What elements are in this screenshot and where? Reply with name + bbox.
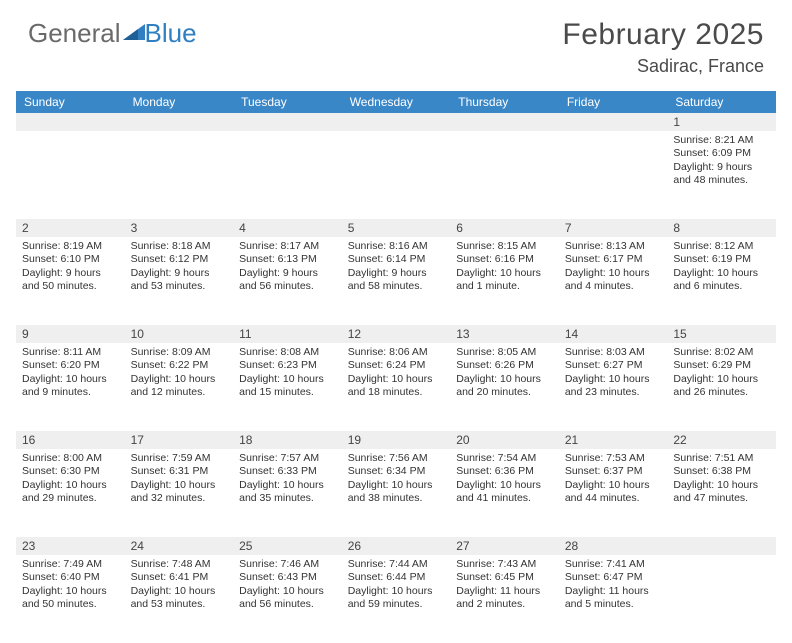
brand-part2: Blue xyxy=(145,18,197,49)
day-header: Monday xyxy=(125,91,234,113)
day-number: 27 xyxy=(450,537,559,555)
day-number: 22 xyxy=(667,431,776,449)
week-row: Sunrise: 8:21 AMSunset: 6:09 PMDaylight:… xyxy=(16,131,776,219)
day-cell: Sunrise: 7:56 AMSunset: 6:34 PMDaylight:… xyxy=(342,449,451,537)
location-label: Sadirac, France xyxy=(562,56,764,77)
daynum-row: 2345678 xyxy=(16,219,776,237)
day-number: 3 xyxy=(125,219,234,237)
day-header: Wednesday xyxy=(342,91,451,113)
day-number: 20 xyxy=(450,431,559,449)
day-cell: Sunrise: 8:17 AMSunset: 6:13 PMDaylight:… xyxy=(233,237,342,325)
day-number xyxy=(233,113,342,131)
day-cell: Sunrise: 7:59 AMSunset: 6:31 PMDaylight:… xyxy=(125,449,234,537)
day-cell xyxy=(559,131,668,219)
week-row: Sunrise: 7:49 AMSunset: 6:40 PMDaylight:… xyxy=(16,555,776,643)
day-cell: Sunrise: 8:12 AMSunset: 6:19 PMDaylight:… xyxy=(667,237,776,325)
day-number: 2 xyxy=(16,219,125,237)
day-number: 28 xyxy=(559,537,668,555)
day-number: 14 xyxy=(559,325,668,343)
day-number: 6 xyxy=(450,219,559,237)
day-header: Saturday xyxy=(667,91,776,113)
brand-logo: General Blue xyxy=(28,18,197,49)
day-number xyxy=(342,113,451,131)
day-cell: Sunrise: 7:57 AMSunset: 6:33 PMDaylight:… xyxy=(233,449,342,537)
day-cell: Sunrise: 7:43 AMSunset: 6:45 PMDaylight:… xyxy=(450,555,559,643)
day-cell: Sunrise: 7:41 AMSunset: 6:47 PMDaylight:… xyxy=(559,555,668,643)
day-cell: Sunrise: 7:48 AMSunset: 6:41 PMDaylight:… xyxy=(125,555,234,643)
day-cell: Sunrise: 7:51 AMSunset: 6:38 PMDaylight:… xyxy=(667,449,776,537)
triangle-icon xyxy=(123,18,145,49)
day-cell: Sunrise: 8:11 AMSunset: 6:20 PMDaylight:… xyxy=(16,343,125,431)
day-cell xyxy=(667,555,776,643)
day-number: 26 xyxy=(342,537,451,555)
day-number: 1 xyxy=(667,113,776,131)
day-cell: Sunrise: 7:46 AMSunset: 6:43 PMDaylight:… xyxy=(233,555,342,643)
day-cell xyxy=(233,131,342,219)
day-cell: Sunrise: 8:18 AMSunset: 6:12 PMDaylight:… xyxy=(125,237,234,325)
day-cell: Sunrise: 8:03 AMSunset: 6:27 PMDaylight:… xyxy=(559,343,668,431)
day-number: 4 xyxy=(233,219,342,237)
day-number: 9 xyxy=(16,325,125,343)
day-cell: Sunrise: 8:16 AMSunset: 6:14 PMDaylight:… xyxy=(342,237,451,325)
day-cell: Sunrise: 8:13 AMSunset: 6:17 PMDaylight:… xyxy=(559,237,668,325)
day-number: 10 xyxy=(125,325,234,343)
day-number: 17 xyxy=(125,431,234,449)
day-cell xyxy=(125,131,234,219)
day-number xyxy=(559,113,668,131)
month-title: February 2025 xyxy=(562,18,764,52)
day-number xyxy=(450,113,559,131)
day-number: 13 xyxy=(450,325,559,343)
daynum-row: 9101112131415 xyxy=(16,325,776,343)
title-block: February 2025 Sadirac, France xyxy=(562,18,764,77)
day-header: Sunday xyxy=(16,91,125,113)
day-number xyxy=(16,113,125,131)
calendar-table: SundayMondayTuesdayWednesdayThursdayFrid… xyxy=(16,91,776,643)
day-cell: Sunrise: 7:53 AMSunset: 6:37 PMDaylight:… xyxy=(559,449,668,537)
day-cell: Sunrise: 8:09 AMSunset: 6:22 PMDaylight:… xyxy=(125,343,234,431)
day-cell: Sunrise: 8:15 AMSunset: 6:16 PMDaylight:… xyxy=(450,237,559,325)
day-number: 21 xyxy=(559,431,668,449)
day-header: Tuesday xyxy=(233,91,342,113)
day-cell: Sunrise: 7:49 AMSunset: 6:40 PMDaylight:… xyxy=(16,555,125,643)
day-cell: Sunrise: 8:05 AMSunset: 6:26 PMDaylight:… xyxy=(450,343,559,431)
day-number: 15 xyxy=(667,325,776,343)
day-number: 8 xyxy=(667,219,776,237)
day-cell: Sunrise: 7:44 AMSunset: 6:44 PMDaylight:… xyxy=(342,555,451,643)
day-cell: Sunrise: 8:08 AMSunset: 6:23 PMDaylight:… xyxy=(233,343,342,431)
week-row: Sunrise: 8:00 AMSunset: 6:30 PMDaylight:… xyxy=(16,449,776,537)
day-number xyxy=(667,537,776,555)
day-number: 5 xyxy=(342,219,451,237)
day-header-row: SundayMondayTuesdayWednesdayThursdayFrid… xyxy=(16,91,776,113)
day-cell xyxy=(450,131,559,219)
daynum-row: 1 xyxy=(16,113,776,131)
day-cell xyxy=(16,131,125,219)
day-number: 18 xyxy=(233,431,342,449)
day-cell: Sunrise: 8:06 AMSunset: 6:24 PMDaylight:… xyxy=(342,343,451,431)
day-header: Thursday xyxy=(450,91,559,113)
daynum-row: 16171819202122 xyxy=(16,431,776,449)
week-row: Sunrise: 8:11 AMSunset: 6:20 PMDaylight:… xyxy=(16,343,776,431)
day-cell: Sunrise: 8:02 AMSunset: 6:29 PMDaylight:… xyxy=(667,343,776,431)
day-number xyxy=(125,113,234,131)
daynum-row: 232425262728 xyxy=(16,537,776,555)
day-cell xyxy=(342,131,451,219)
week-row: Sunrise: 8:19 AMSunset: 6:10 PMDaylight:… xyxy=(16,237,776,325)
brand-part1: General xyxy=(28,18,121,49)
day-number: 7 xyxy=(559,219,668,237)
page-header: General Blue February 2025 Sadirac, Fran… xyxy=(0,0,792,85)
day-number: 24 xyxy=(125,537,234,555)
day-cell: Sunrise: 8:21 AMSunset: 6:09 PMDaylight:… xyxy=(667,131,776,219)
day-cell: Sunrise: 8:00 AMSunset: 6:30 PMDaylight:… xyxy=(16,449,125,537)
day-number: 23 xyxy=(16,537,125,555)
day-number: 16 xyxy=(16,431,125,449)
day-cell: Sunrise: 8:19 AMSunset: 6:10 PMDaylight:… xyxy=(16,237,125,325)
day-number: 12 xyxy=(342,325,451,343)
day-cell: Sunrise: 7:54 AMSunset: 6:36 PMDaylight:… xyxy=(450,449,559,537)
day-number: 11 xyxy=(233,325,342,343)
day-number: 25 xyxy=(233,537,342,555)
day-number: 19 xyxy=(342,431,451,449)
day-header: Friday xyxy=(559,91,668,113)
